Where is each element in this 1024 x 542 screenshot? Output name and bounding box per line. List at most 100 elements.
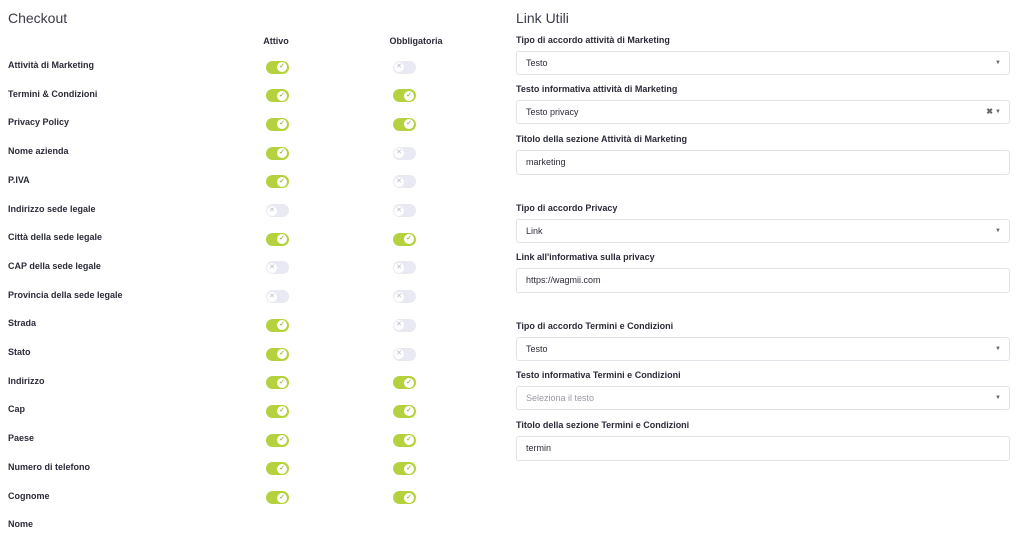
clear-button[interactable]: ✖ — [986, 107, 993, 116]
toggle[interactable]: ✓ — [265, 146, 289, 160]
row-label: P.IVA — [8, 174, 30, 185]
row-label: Termini & Condizioni — [8, 88, 98, 99]
toggle[interactable]: ✓ — [265, 491, 289, 504]
row-label: Strada — [8, 318, 37, 329]
toggle[interactable]: ✓ — [265, 318, 289, 332]
toggle[interactable]: ✕ — [392, 318, 416, 332]
toggle-knob: ✓ — [277, 90, 287, 101]
toggle[interactable]: ✓ — [392, 462, 416, 476]
toggle-knob: ✕ — [394, 291, 404, 302]
row-label: Nome azienda — [8, 146, 69, 157]
toggle-knob: ✓ — [404, 90, 414, 101]
row-label: Cap — [8, 404, 26, 415]
field-value: Testo — [526, 58, 548, 68]
toggle[interactable]: ✓ — [392, 491, 416, 504]
field-label: Tipo di accordo Privacy — [516, 203, 618, 213]
toggle-knob: ✕ — [394, 349, 404, 359]
select-box[interactable]: Seleziona il testo ▼ — [516, 386, 1010, 410]
row-label: Numero di telefono — [8, 461, 91, 472]
toggle[interactable]: ✓ — [392, 404, 416, 418]
field-label: Tipo di accordo Termini e Condizioni — [516, 321, 674, 331]
toggle-knob: ✓ — [277, 349, 287, 359]
toggle[interactable]: ✓ — [392, 376, 416, 390]
dropdown-caret: ▼ — [995, 60, 1001, 66]
row-label: Indirizzo — [8, 375, 45, 386]
toggle-knob: ✓ — [277, 406, 287, 417]
section-title: Checkout — [8, 10, 68, 26]
toggle[interactable]: ✓ — [392, 232, 416, 246]
field-value: termin — [526, 443, 552, 453]
toggle[interactable]: ✕ — [265, 261, 289, 275]
toggle-knob: ✓ — [404, 234, 414, 245]
toggle-knob: ✓ — [404, 119, 414, 130]
field-label: Titolo della sezione Attività di Marketi… — [516, 134, 688, 144]
row-label: Indirizzo sede legale — [8, 203, 96, 214]
select-box[interactable]: Testo ▼ — [516, 51, 1010, 75]
toggle[interactable]: ✕ — [392, 175, 416, 189]
row-label: Paese — [8, 433, 35, 444]
row-label: Stato — [8, 347, 31, 357]
toggle[interactable]: ✓ — [392, 117, 416, 131]
select-box[interactable]: Testo ▼ — [516, 337, 1010, 361]
toggle[interactable]: ✓ — [265, 175, 289, 189]
field-label: Testo informativa Termini e Condizioni — [516, 370, 681, 380]
toggle[interactable]: ✓ — [265, 404, 289, 418]
dropdown-caret: ▼ — [995, 395, 1001, 401]
toggle-knob: ✓ — [277, 62, 287, 72]
dropdown-caret: ▼ — [995, 346, 1001, 352]
toggle[interactable]: ✕ — [392, 60, 416, 74]
toggle[interactable]: ✓ — [265, 376, 289, 390]
toggle[interactable]: ✓ — [265, 60, 289, 74]
text-input[interactable]: marketing — [516, 150, 1010, 175]
toggle-knob: ✓ — [277, 119, 287, 130]
toggle-knob: ✓ — [404, 377, 414, 388]
toggle-knob: ✓ — [277, 234, 287, 245]
toggle[interactable]: ✕ — [392, 204, 416, 217]
toggle-knob: ✕ — [394, 320, 404, 331]
row-label: Attività di Marketing — [8, 60, 95, 70]
toggle[interactable]: ✕ — [392, 347, 416, 361]
toggle[interactable]: ✓ — [265, 232, 289, 246]
toggle-knob: ✕ — [394, 62, 404, 72]
row-label: CAP della sede legale — [8, 260, 101, 271]
select-box[interactable]: Testo privacy ▼ ✖ — [516, 100, 1010, 124]
toggle[interactable]: ✓ — [265, 433, 289, 447]
column-header: Attivo — [263, 36, 289, 46]
text-input[interactable]: https://wagmii.com — [516, 268, 1010, 293]
toggle-knob: ✓ — [277, 148, 287, 159]
toggle[interactable]: ✓ — [265, 89, 289, 103]
field-value: marketing — [526, 157, 566, 167]
toggle[interactable]: ✕ — [392, 261, 416, 275]
field-value: Testo — [526, 344, 548, 354]
toggle-knob: ✓ — [277, 377, 287, 388]
toggle[interactable]: ✓ — [265, 347, 289, 361]
toggle[interactable]: ✕ — [265, 204, 289, 217]
row-label: Città della sede legale — [8, 232, 103, 243]
field-value: Seleziona il testo — [526, 393, 595, 403]
toggle-knob: ✕ — [267, 205, 277, 216]
text-input[interactable]: termin — [516, 436, 1010, 461]
toggle-knob: ✕ — [394, 176, 404, 187]
toggle-knob: ✕ — [267, 291, 277, 302]
row-label: Cognome — [8, 490, 50, 501]
toggle-knob: ✓ — [277, 320, 287, 331]
toggle-knob: ✕ — [267, 262, 277, 273]
toggle[interactable]: ✓ — [392, 89, 416, 103]
toggle-knob: ✓ — [277, 463, 287, 474]
field-label: Link all'informativa sulla privacy — [516, 252, 655, 262]
toggle[interactable]: ✓ — [265, 117, 289, 131]
toggle[interactable]: ✕ — [392, 146, 416, 160]
toggle[interactable]: ✕ — [392, 290, 416, 304]
toggle[interactable]: ✕ — [265, 290, 289, 304]
column-header: Obbligatoria — [389, 36, 443, 46]
field-label: Testo informativa attività di Marketing — [516, 84, 678, 94]
toggle[interactable]: ✓ — [265, 462, 289, 476]
toggle-knob: ✓ — [277, 176, 287, 187]
toggle-knob: ✓ — [404, 406, 414, 417]
toggle-knob: ✕ — [394, 148, 404, 159]
toggle-knob: ✕ — [394, 262, 404, 273]
select-box[interactable]: Link ▼ — [516, 219, 1010, 243]
dropdown-caret: ▼ — [995, 228, 1001, 234]
toggle[interactable]: ✓ — [392, 433, 416, 447]
